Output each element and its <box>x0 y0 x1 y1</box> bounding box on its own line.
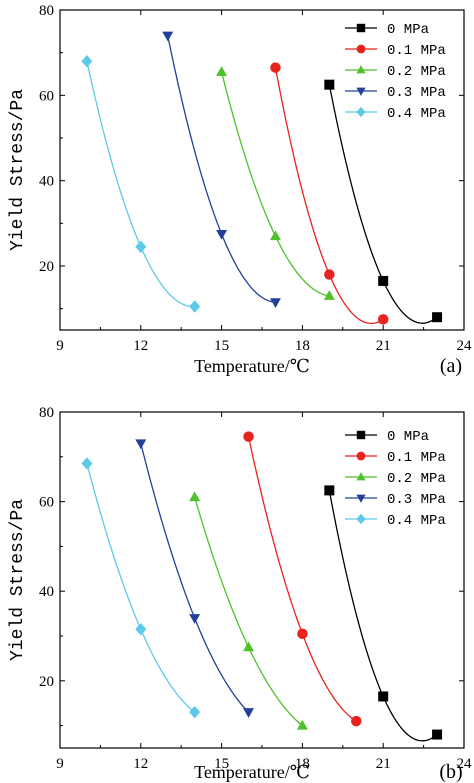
y-tick-label: 40 <box>39 584 54 600</box>
legend-label: 0.1 MPa <box>387 43 446 59</box>
legend-marker <box>356 23 366 33</box>
data-point <box>189 705 201 719</box>
data-point <box>135 439 147 450</box>
legend-label: 0.4 MPa <box>387 513 446 529</box>
x-tick-label: 9 <box>56 756 64 772</box>
legend-label: 0.1 MPa <box>387 450 446 466</box>
chart-panel-b: 9 12 15 18 21 24 20 40 60 80 Temperature/℃ Yield St… <box>8 405 472 783</box>
legend-marker <box>356 472 366 481</box>
series-line-3 <box>140 443 249 713</box>
panel-label: (a) <box>440 355 462 377</box>
data-point <box>296 719 308 730</box>
series-line-4 <box>86 463 196 713</box>
data-point <box>135 240 147 254</box>
data-point <box>189 614 201 624</box>
legend-marker <box>356 430 366 440</box>
data-point <box>81 457 93 470</box>
data-point <box>162 31 174 42</box>
legend-marker <box>356 513 366 525</box>
series-line-2 <box>194 496 303 727</box>
x-tick-label: 12 <box>133 338 148 354</box>
x-tick-label: 24 <box>457 338 473 354</box>
legend-label: 0.2 MPa <box>387 471 446 487</box>
data-point <box>432 729 443 740</box>
y-tick-label: 60 <box>39 495 54 511</box>
data-point <box>216 230 228 240</box>
legend-marker <box>356 451 366 461</box>
data-point <box>324 269 335 280</box>
legend-marker <box>356 494 366 503</box>
data-point <box>269 298 281 309</box>
x-tick-label: 21 <box>376 756 391 772</box>
x-tick-label: 12 <box>133 756 148 772</box>
data-point <box>378 691 389 702</box>
y-axis-label: Yield Stress/Pa <box>8 499 28 661</box>
y-tick-label: 60 <box>39 88 54 104</box>
data-point <box>216 66 228 76</box>
data-point <box>243 641 255 652</box>
data-point <box>189 491 201 502</box>
x-axis-label: Temperature/℃ <box>194 762 310 782</box>
data-point <box>323 290 335 300</box>
series-line-1 <box>274 67 384 325</box>
series-line-2 <box>220 71 330 297</box>
legend-label: 0.2 MPa <box>387 64 446 80</box>
data-point <box>270 62 281 73</box>
x-tick-label: 15 <box>214 756 229 772</box>
legend-marker <box>356 65 366 74</box>
legend-label: 0.3 MPa <box>387 492 446 508</box>
data-point <box>324 485 335 496</box>
panel-label: (b) <box>439 761 462 783</box>
legend-marker <box>356 44 366 54</box>
data-point <box>243 708 255 718</box>
legend-marker <box>356 87 366 96</box>
y-axis-label: Yield Stress/Pa <box>8 89 28 251</box>
x-tick-label: 18 <box>295 338 310 354</box>
x-tick-label: 24 <box>457 756 473 772</box>
legend-label: 0 MPa <box>387 429 429 445</box>
x-tick-label: 18 <box>295 756 310 772</box>
x-tick-label: 9 <box>56 338 64 354</box>
y-tick-label: 80 <box>39 3 54 19</box>
data-point <box>377 314 389 325</box>
data-point <box>297 628 308 640</box>
legend-label: 0.3 MPa <box>387 85 446 101</box>
data-point <box>269 230 281 241</box>
data-point <box>135 623 147 636</box>
data-point <box>351 715 362 727</box>
chart-panel-a: 9 12 15 18 21 24 20 40 60 80 Temperature/℃ Yield St… <box>8 3 472 377</box>
data-point <box>243 431 254 442</box>
y-tick-label: 20 <box>39 259 54 275</box>
data-point <box>324 79 335 90</box>
x-axis-label: Temperature/℃ <box>194 356 310 376</box>
y-tick-label: 40 <box>39 174 54 190</box>
legend-label: 0 MPa <box>387 22 429 38</box>
legend-label: 0.4 MPa <box>387 106 446 122</box>
data-point <box>378 275 389 286</box>
legend-marker <box>356 106 366 118</box>
data-point <box>432 312 443 323</box>
y-tick-label: 20 <box>39 674 54 690</box>
series-line-4 <box>86 61 195 308</box>
x-tick-label: 15 <box>214 338 229 354</box>
x-tick-label: 21 <box>376 338 391 354</box>
data-point <box>81 54 93 68</box>
data-point <box>189 300 201 313</box>
y-tick-label: 80 <box>39 405 54 421</box>
